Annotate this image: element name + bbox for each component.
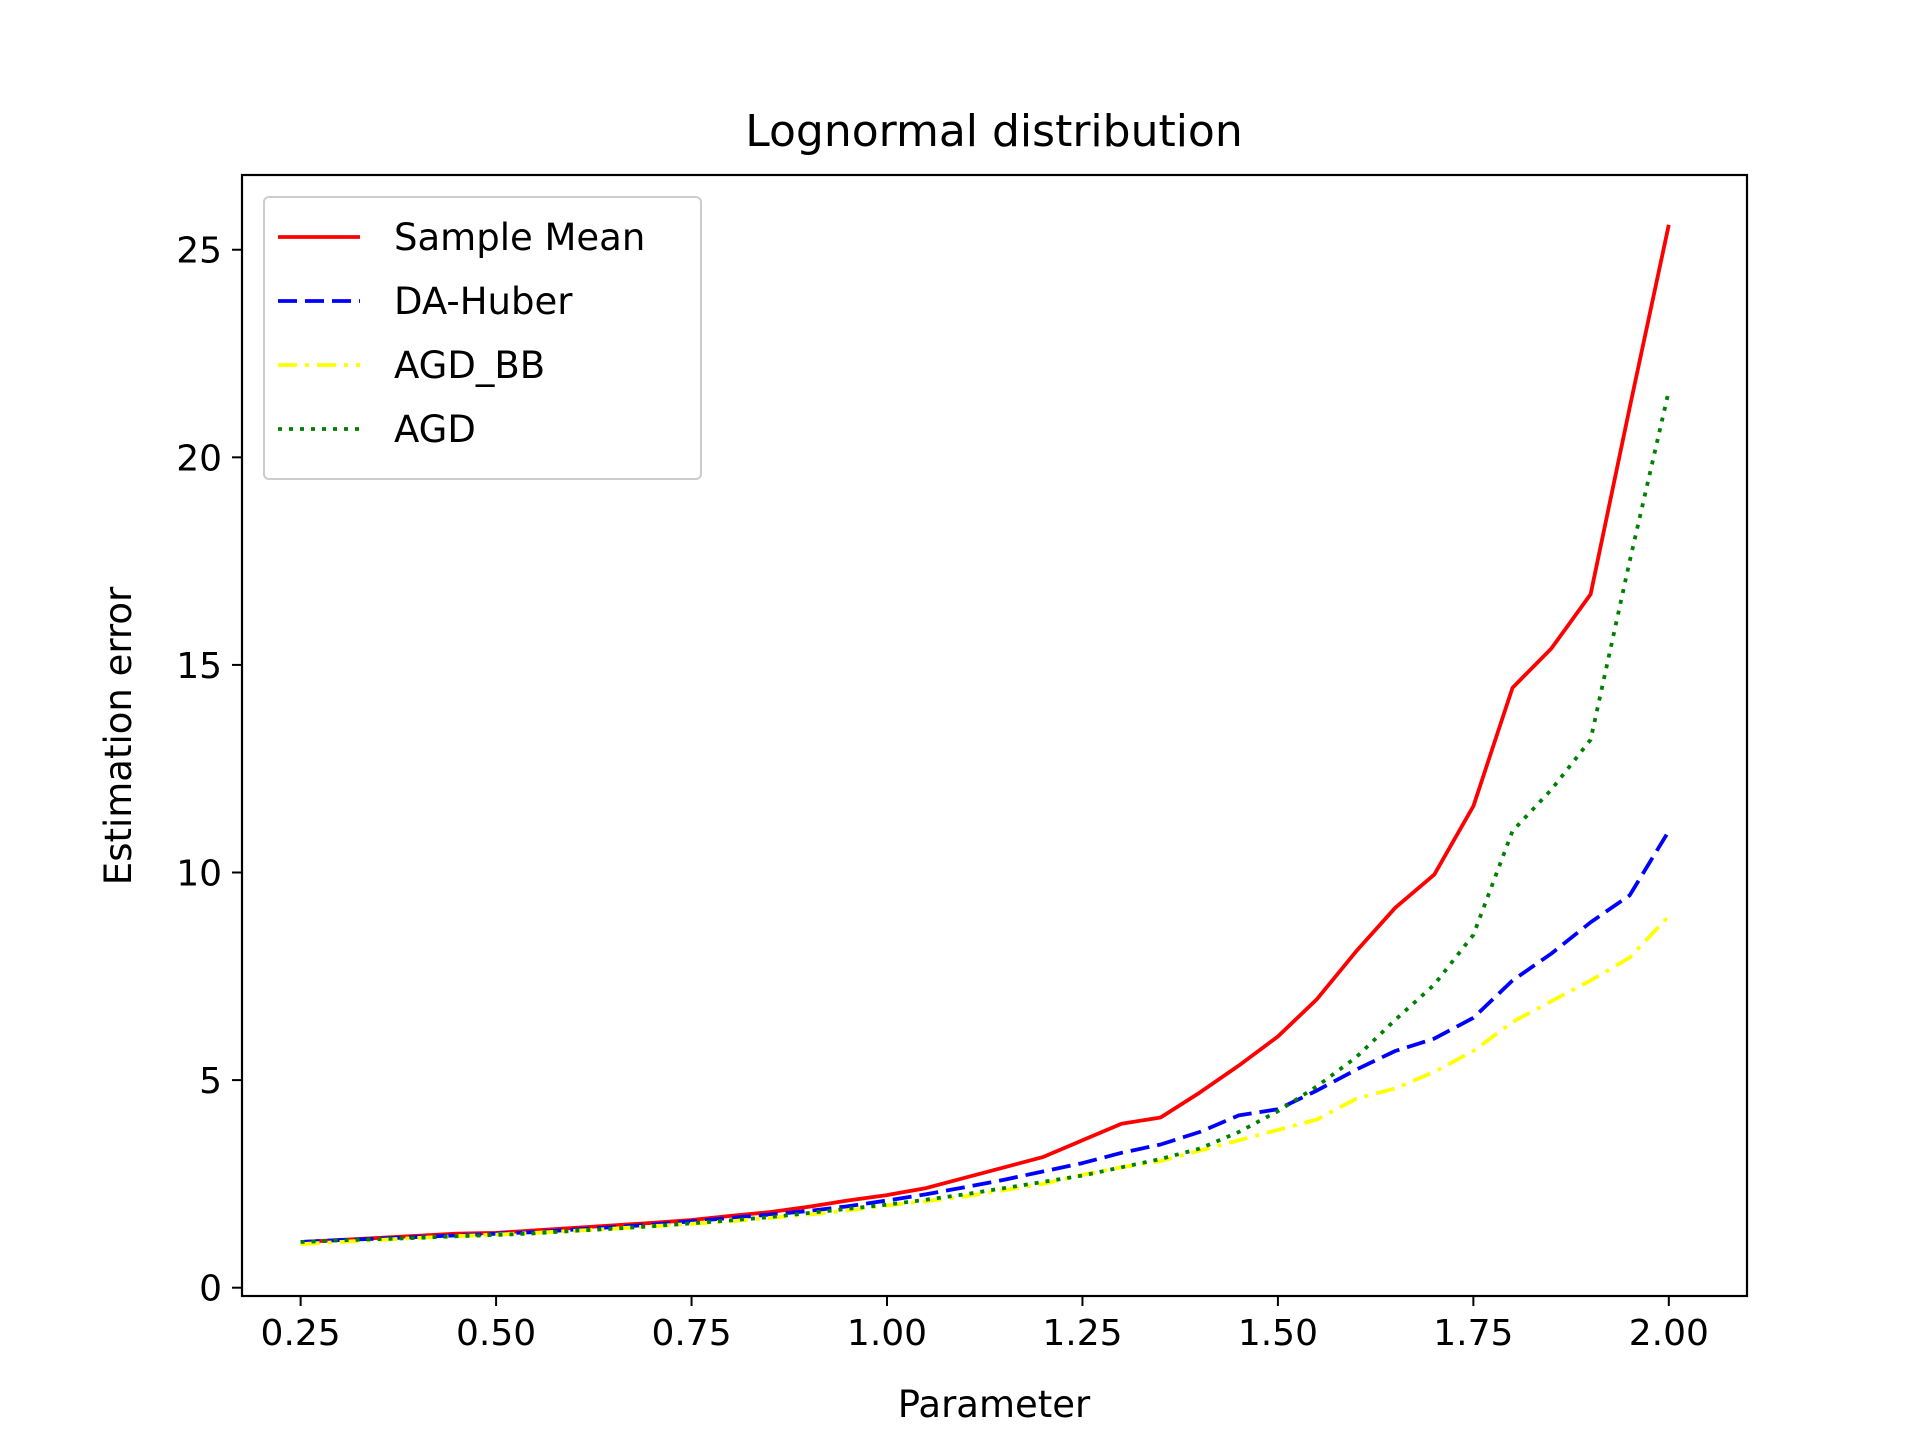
y-axis-label: Estimation error <box>97 586 140 885</box>
x-tick-label: 1.75 <box>1433 1313 1513 1354</box>
y-tick-label: 0 <box>199 1269 222 1310</box>
x-tick-label: 0.75 <box>651 1313 731 1354</box>
x-tick-label: 1.00 <box>847 1313 927 1354</box>
axes-layer: 0.25 0.50 0.75 1.00 1.25 1.50 1.75 2.00 0 5 10 15 20… <box>176 173 1749 1354</box>
x-tick-label: 1.50 <box>1238 1313 1318 1354</box>
series-line-1 <box>300 830 1671 1244</box>
x-tick-label: 0.50 <box>456 1313 536 1354</box>
y-tick-label: 10 <box>176 854 222 895</box>
y-tick-label: 20 <box>176 438 222 479</box>
chart-title: Lognormal distribution <box>745 106 1243 157</box>
y-tick-label: 5 <box>199 1061 222 1102</box>
y-tick-label: 25 <box>176 231 222 272</box>
plot-frame <box>240 173 1749 1298</box>
series-layer <box>300 224 1671 1246</box>
x-axis-label: Parameter <box>898 1383 1091 1426</box>
series-line-2 <box>300 914 1671 1246</box>
x-tick-label: 1.25 <box>1042 1313 1122 1354</box>
x-tick-label: 0.25 <box>261 1313 341 1354</box>
legend-label-0: Sample Mean <box>394 216 645 259</box>
legend: Sample Mean DA-Huber AGD_BB AGD <box>263 196 702 480</box>
legend-box <box>263 196 702 480</box>
legend-label-1: DA-Huber <box>394 280 573 323</box>
x-tick-label: 2.00 <box>1629 1313 1709 1354</box>
y-tick-label: 15 <box>176 646 222 687</box>
legend-label-2: AGD_BB <box>394 344 545 387</box>
legend-label-3: AGD <box>394 408 476 451</box>
